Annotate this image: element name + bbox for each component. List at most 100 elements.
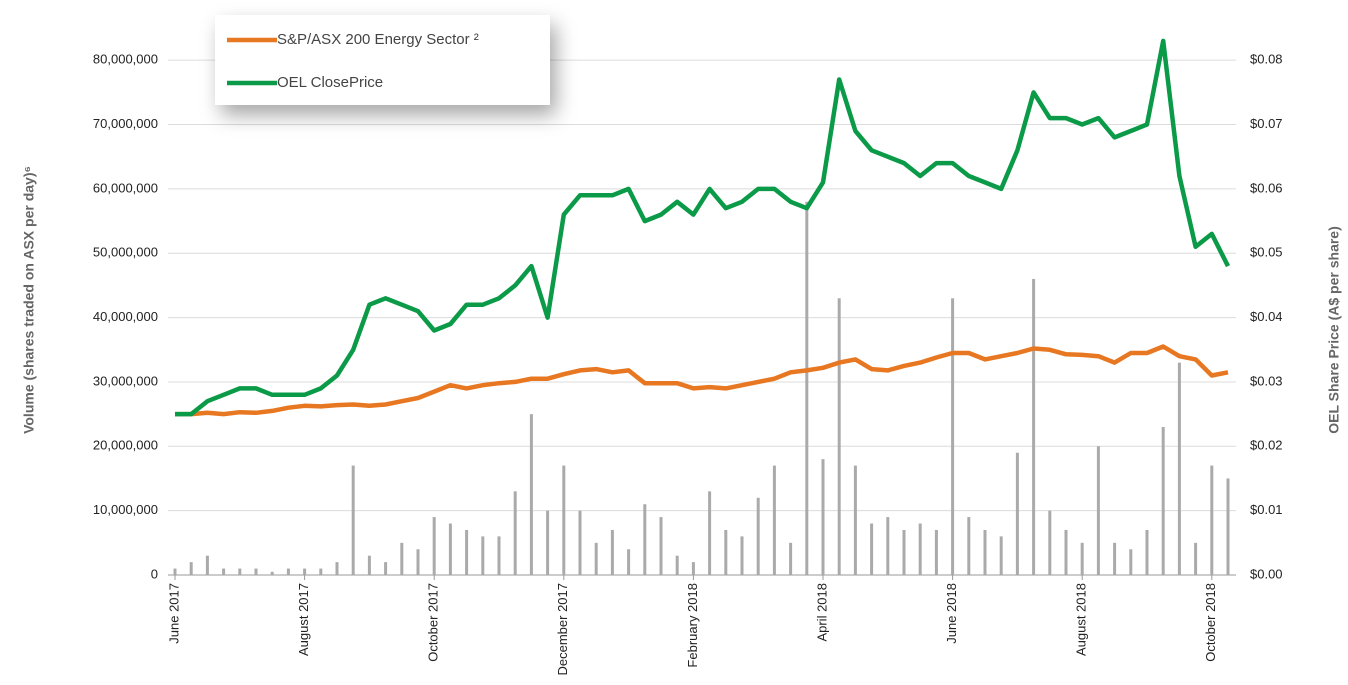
volume-bar (546, 510, 550, 575)
volume-bar (465, 529, 469, 575)
x-tick-label: August 2017 (296, 583, 311, 656)
volume-bar (886, 517, 890, 575)
volume-bar (610, 529, 614, 575)
volume-bar (432, 517, 436, 575)
volume-bar (1064, 529, 1068, 575)
y-tick-label: 60,000,000 (93, 180, 158, 195)
volume-bar (319, 568, 323, 575)
volume-bar (643, 504, 647, 575)
volume-bar (740, 536, 744, 575)
volume-bar (303, 568, 307, 575)
y2-tick-label: $0.04 (1250, 309, 1283, 324)
y-tick-label: 70,000,000 (93, 116, 158, 131)
volume-bar (238, 568, 242, 575)
volume-bar (918, 523, 922, 575)
volume-bar (578, 510, 582, 575)
volume-bar (1145, 529, 1149, 575)
x-tick-label: June 2017 (166, 583, 181, 644)
volume-bar (351, 465, 355, 575)
y2-tick-label: $0.01 (1250, 502, 1283, 517)
volume-bar (497, 536, 501, 575)
y-tick-label: 80,000,000 (93, 52, 158, 67)
volume-bar (1096, 446, 1100, 575)
y2-tick-label: $0.08 (1250, 52, 1283, 67)
volume-bar (789, 542, 793, 575)
volume-bar (853, 465, 857, 575)
volume-bar (222, 568, 226, 575)
volume-bar (1210, 465, 1214, 575)
volume-bar (286, 568, 290, 575)
volume-bar (367, 555, 371, 575)
volume-bar (1015, 452, 1019, 575)
volume-bar (513, 491, 517, 575)
volume-bar (1048, 510, 1052, 575)
y2-tick-label: $0.02 (1250, 438, 1283, 453)
volume-bar (1177, 362, 1181, 575)
volume-bar (173, 568, 177, 575)
x-tick-label: February 2018 (685, 583, 700, 668)
y-tick-label: 20,000,000 (93, 438, 158, 453)
volume-bar (384, 562, 388, 575)
y2-tick-label: $0.05 (1250, 245, 1283, 260)
legend-label: S&P/ASX 200 Energy Sector ² (277, 31, 479, 48)
x-tick-label: December 2017 (555, 583, 570, 676)
x-tick-label: October 2017 (426, 583, 441, 662)
volume-bar (1113, 542, 1117, 575)
volume-bar (270, 571, 274, 575)
volume-bar (691, 562, 695, 575)
volume-bar (1080, 542, 1084, 575)
volume-bar (772, 465, 776, 575)
y-tick-label: 30,000,000 (93, 373, 158, 388)
volume-bar (999, 536, 1003, 575)
volume-bar (189, 562, 193, 575)
volume-bar (1129, 549, 1133, 575)
volume-bar (335, 562, 339, 575)
volume-bar (983, 529, 987, 575)
volume-bar (1161, 426, 1165, 575)
volume-bar (254, 568, 258, 575)
volume-bar (724, 529, 728, 575)
volume-bar (594, 542, 598, 575)
volume-bar (821, 459, 825, 575)
y-tick-label: 50,000,000 (93, 245, 158, 260)
y-tick-label: 0 (151, 566, 158, 581)
volume-bar (967, 517, 971, 575)
volume-bar (708, 491, 712, 575)
volume-bar (870, 523, 874, 575)
volume-bar (1032, 278, 1036, 575)
volume-bar (416, 549, 420, 575)
y-tick-label: 10,000,000 (93, 502, 158, 517)
volume-bar (934, 529, 938, 575)
volume-bar (1226, 478, 1230, 575)
legend: S&P/ASX 200 Energy Sector ² OEL ClosePric… (215, 15, 550, 105)
volume-bar (1194, 542, 1198, 575)
volume-bar (805, 201, 809, 576)
x-tick-label: June 2018 (944, 583, 959, 644)
x-tick-label: October 2018 (1203, 583, 1218, 662)
volume-bar (627, 549, 631, 575)
legend-box (215, 15, 550, 105)
volume-bar (400, 542, 404, 575)
y2-tick-label: $0.00 (1250, 566, 1283, 581)
volume-bar (675, 555, 679, 575)
legend-label: OEL ClosePrice (277, 74, 383, 91)
volume-bar (837, 298, 841, 575)
x-tick-label: August 2018 (1074, 583, 1089, 656)
y-tick-label: 40,000,000 (93, 309, 158, 324)
volume-bar (481, 536, 485, 575)
volume-bar (951, 298, 955, 575)
series-line (175, 344, 1229, 417)
y2-axis-title: OEL Share Price (A$ per share) (1326, 226, 1342, 434)
volume-bar (659, 517, 663, 575)
volume-bar (562, 465, 566, 575)
series-line (175, 38, 1231, 417)
volume-bar (902, 529, 906, 575)
volume-bar (205, 555, 209, 575)
y2-tick-label: $0.03 (1250, 373, 1283, 388)
x-tick-label: April 2018 (814, 583, 829, 642)
y2-tick-label: $0.06 (1250, 180, 1283, 195)
volume-bar (529, 414, 533, 575)
y2-tick-label: $0.07 (1250, 116, 1283, 131)
y-axis-title: Volume (shares traded on ASX per day)⁶ (21, 166, 37, 434)
